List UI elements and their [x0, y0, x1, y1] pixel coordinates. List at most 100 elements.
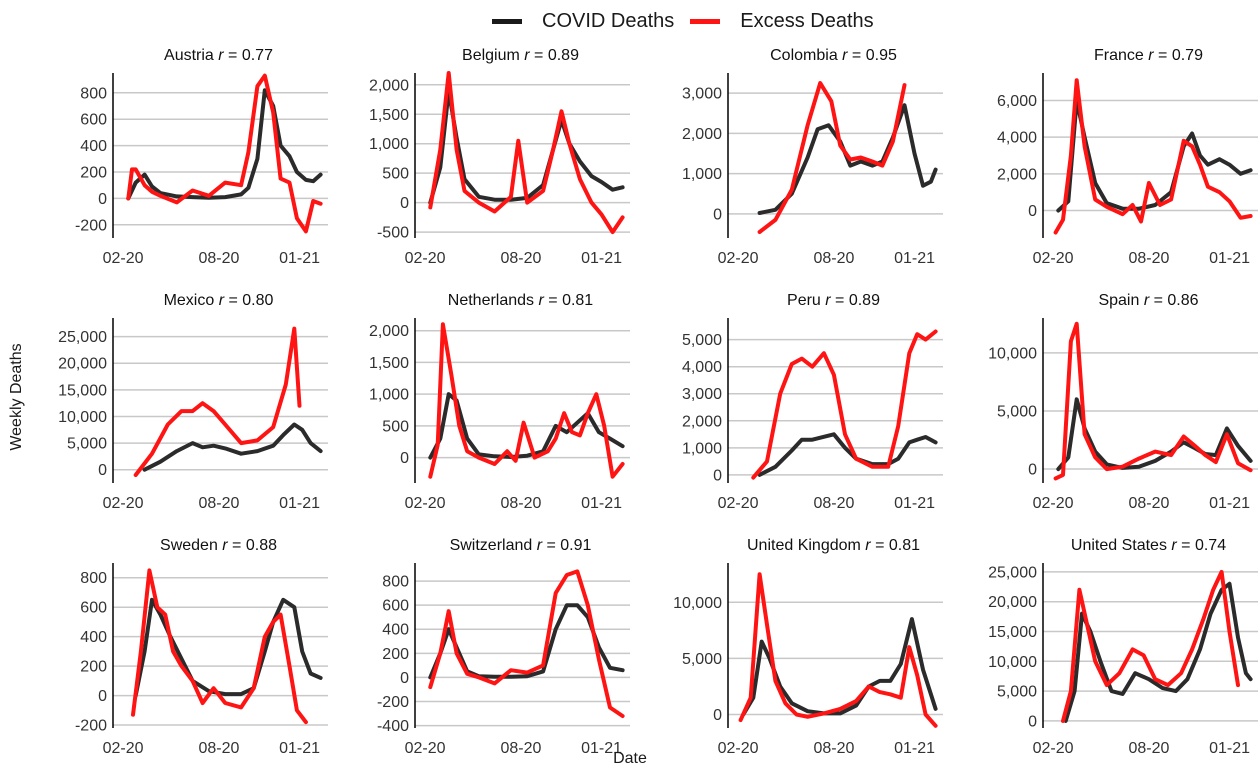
x-tick-label: 01-21 — [279, 250, 320, 267]
panel-title-peru: Peru r = 0.89 — [787, 292, 880, 309]
r-symbol: r — [825, 292, 831, 309]
legend-item-covid: COVID Deaths — [492, 10, 674, 33]
r-symbol: r — [537, 537, 543, 554]
y-tick-label: -200 — [75, 217, 107, 234]
y-tick-label: -500 — [377, 225, 409, 242]
x-tick-label: 01-21 — [581, 250, 622, 267]
y-tick-label: 2,000 — [369, 323, 409, 340]
y-tick-label: 10,000 — [58, 409, 107, 426]
y-tick-label: 2,000 — [682, 126, 722, 143]
r-number: = 0.88 — [228, 537, 277, 554]
x-tick-label: 08-20 — [813, 250, 854, 267]
x-axis-label: Date — [613, 750, 647, 767]
panel-title-colombia: Colombia r = 0.95 — [770, 47, 897, 64]
series-line-excess — [1053, 78, 1253, 235]
y-tick-label: 2,000 — [369, 77, 409, 94]
x-tick-label: 02-20 — [103, 740, 144, 757]
panel-spain: 0 5,000 10,000 02-20 08-20 01-21 Spain r = 0.8… — [988, 292, 1258, 512]
y-tick-label: 20,000 — [988, 594, 1037, 611]
panel-belgium: -500 0 500 1,000 1,500 2,000 02-20 08-20 01-21 Be… — [369, 47, 630, 267]
x-tick-label: 02-20 — [1033, 495, 1074, 512]
y-tick-label: 0 — [400, 450, 409, 467]
series-line-excess — [757, 81, 907, 234]
y-tick-label: 800 — [80, 85, 107, 102]
x-tick-label: 01-21 — [1209, 740, 1250, 757]
r-number: = 0.95 — [847, 47, 896, 64]
panel-peru: 0 1,000 2,000 3,000 4,000 5,000 02-20 08-20 01-2… — [682, 292, 943, 512]
y-tick-label: 0 — [713, 707, 722, 724]
y-tick-label: -200 — [75, 718, 107, 735]
y-tick-label: 0 — [400, 670, 409, 687]
panel-title-united-states: United States r = 0.74 — [1071, 537, 1226, 554]
y-tick-label: 0 — [713, 467, 722, 484]
series-line-excess — [126, 73, 323, 234]
x-tick-label: 01-21 — [279, 495, 320, 512]
x-tick-label: 02-20 — [718, 495, 759, 512]
y-tick-label: 10,000 — [988, 654, 1037, 671]
panel-title-mexico: Mexico r = 0.80 — [164, 292, 274, 309]
x-tick-label: 02-20 — [103, 495, 144, 512]
y-tick-label: 0 — [1028, 713, 1037, 730]
y-tick-label: 1,000 — [682, 440, 722, 457]
y-tick-label: 0 — [98, 462, 107, 479]
x-tick-label: 08-20 — [1128, 250, 1169, 267]
r-symbol: r — [1171, 537, 1177, 554]
y-tick-label: 5,000 — [682, 651, 722, 668]
x-tick-label: 08-20 — [1128, 740, 1169, 757]
r-symbol: r — [865, 537, 871, 554]
y-tick-label: -200 — [377, 694, 409, 711]
y-tick-label: 25,000 — [58, 329, 107, 346]
panel-title-netherlands: Netherlands r = 0.81 — [448, 292, 594, 309]
y-tick-label: 1,000 — [369, 387, 409, 404]
r-number: = 0.86 — [1149, 292, 1198, 309]
panel-france: 0 2,000 4,000 6,000 02-20 08-20 01-21 France r … — [997, 47, 1258, 267]
series-line-excess — [1053, 321, 1253, 481]
y-tick-label: 1,000 — [682, 166, 722, 183]
panel-title-belgium: Belgium r = 0.89 — [462, 47, 579, 64]
x-tick-label: 08-20 — [500, 495, 541, 512]
y-tick-label: 600 — [382, 598, 409, 615]
y-tick-label: 0 — [1028, 203, 1037, 220]
legend-swatch-excess — [690, 18, 721, 24]
y-tick-label: 800 — [382, 574, 409, 591]
y-tick-label: 400 — [382, 622, 409, 639]
y-tick-label: 15,000 — [988, 624, 1037, 641]
y-tick-label: 6,000 — [997, 93, 1037, 110]
r-symbol: r — [842, 47, 848, 64]
series-line-excess — [428, 322, 625, 479]
y-tick-label: 0 — [98, 688, 107, 705]
panel-title-france: France r = 0.79 — [1094, 47, 1203, 64]
x-tick-label: 08-20 — [198, 250, 239, 267]
panel-sweden: -200 0 200 400 600 800 02-20 08-20 01-21 Sweden r… — [75, 537, 328, 757]
y-tick-label: 4,000 — [997, 130, 1037, 147]
r-symbol: r — [218, 47, 224, 64]
x-tick-label: 01-21 — [1209, 250, 1250, 267]
x-tick-label: 08-20 — [500, 740, 541, 757]
panel-title-united-kingdom: United Kingdom r = 0.81 — [747, 537, 920, 554]
legend-swatch-covid — [492, 18, 522, 24]
x-tick-label: 01-21 — [894, 250, 935, 267]
y-tick-label: 500 — [382, 166, 409, 183]
y-tick-label: 1,000 — [369, 136, 409, 153]
series-line-excess — [428, 71, 625, 235]
x-tick-label: 08-20 — [813, 740, 854, 757]
series-line-excess — [738, 572, 938, 728]
series-line-covid — [757, 103, 938, 215]
x-tick-label: 08-20 — [198, 495, 239, 512]
panel-switzerland: -400 -200 0 200 400 600 800 02-20 08-20 01-21 Swit… — [377, 537, 630, 757]
x-tick-label: 02-20 — [1033, 250, 1074, 267]
series-line-covid — [142, 422, 323, 472]
r-number: = 0.89 — [831, 292, 880, 309]
series-line-excess — [131, 568, 308, 725]
y-tick-label: 600 — [80, 112, 107, 129]
series-line-excess — [751, 329, 938, 480]
panel-netherlands: 0 500 1,000 1,500 2,000 02-20 08-20 01-21 Nether… — [369, 292, 630, 512]
x-tick-label: 08-20 — [198, 740, 239, 757]
r-number: = 0.77 — [224, 47, 273, 64]
r-number: = 0.74 — [1177, 537, 1226, 554]
y-tick-label: 10,000 — [988, 345, 1037, 362]
y-tick-label: 200 — [80, 659, 107, 676]
y-tick-label: 0 — [98, 191, 107, 208]
x-tick-label: 02-20 — [1033, 740, 1074, 757]
